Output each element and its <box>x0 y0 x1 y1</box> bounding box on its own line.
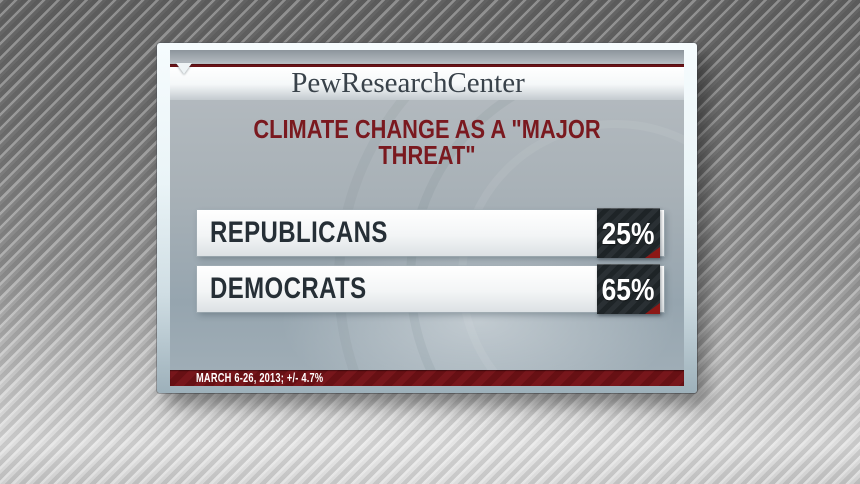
chart-body: CLIMATE CHANGE AS A "MAJOR THREAT" REPUB… <box>170 100 684 370</box>
category-label: REPUBLICANS <box>210 216 388 249</box>
bar-rows: REPUBLICANS 25% DEMOCRATS 65% <box>197 208 664 314</box>
bar-row-republicans: REPUBLICANS 25% <box>197 208 664 258</box>
down-triangle-icon <box>176 63 192 74</box>
header-top-strip <box>170 50 684 64</box>
corner-accent-icon <box>645 303 660 314</box>
panel-inner: PewResearchCenter CLIMATE CHANGE AS A "M… <box>170 50 684 386</box>
value-box-republicans: 25% <box>597 208 660 258</box>
survey-date-note: MARCH 6-26, 2013; +/- 4.7% <box>196 370 324 385</box>
tv-graphic-panel: PewResearchCenter CLIMATE CHANGE AS A "M… <box>157 43 697 393</box>
source-bar: MARCH 6-26, 2013; +/- 4.7% <box>170 370 684 386</box>
brand-wordmark: PewResearchCenter <box>291 67 525 99</box>
brand-band: PewResearchCenter <box>170 67 684 100</box>
value-label: 25% <box>602 215 655 251</box>
value-label: 65% <box>602 271 655 307</box>
chart-title: CLIMATE CHANGE AS A "MAJOR THREAT" <box>253 114 601 170</box>
category-label: DEMOCRATS <box>210 272 367 305</box>
value-box-democrats: 65% <box>597 264 660 314</box>
header-red-rule <box>170 64 684 67</box>
bar-row-democrats: DEMOCRATS 65% <box>197 264 664 314</box>
corner-accent-icon <box>645 247 660 258</box>
